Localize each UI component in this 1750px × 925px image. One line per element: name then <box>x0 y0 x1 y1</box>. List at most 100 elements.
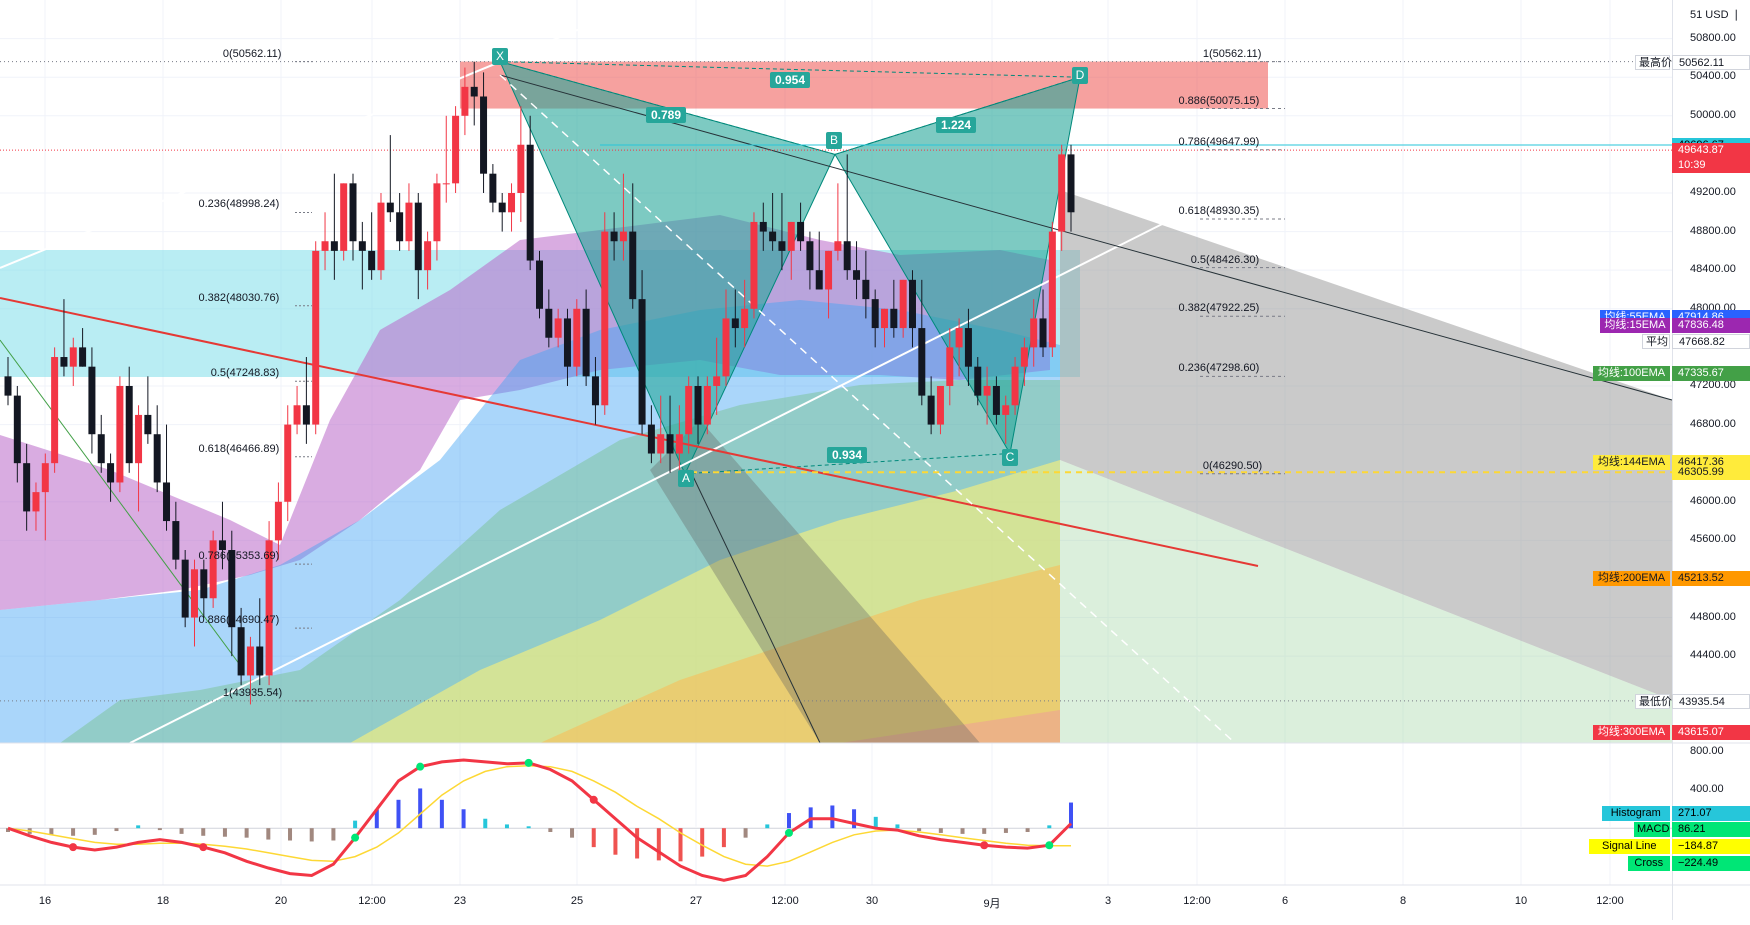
candle-body <box>424 241 432 271</box>
macd-histogram-bar <box>765 824 770 829</box>
cross-marker <box>524 758 533 767</box>
macd-histogram-bar <box>288 828 293 841</box>
macd-histogram-bar <box>786 813 791 829</box>
macd-histogram-bar <box>331 828 336 841</box>
candle-body <box>759 221 767 232</box>
candle-body <box>508 192 516 213</box>
candle-body <box>23 463 31 512</box>
candle-body <box>246 646 254 676</box>
candle-body <box>386 202 394 213</box>
price-tag-value: 47668.82 <box>1672 333 1750 349</box>
fib-left-label: 0.886(44690.47) <box>198 614 280 627</box>
candle-body <box>97 434 105 464</box>
fib-right-label: 0(46290.50) <box>1202 459 1263 472</box>
cross-marker <box>69 843 78 852</box>
pattern-ratio-badge: 0.954 <box>769 72 811 88</box>
macd-histogram-bar <box>222 828 227 837</box>
candle-body <box>284 424 292 502</box>
candle-body <box>340 183 348 251</box>
macd-histogram-bar <box>244 828 249 838</box>
macd-tag-label: Signal Line <box>1588 839 1670 854</box>
macd-histogram-bar <box>439 799 444 829</box>
candle-body <box>13 395 21 464</box>
macd-histogram-bar <box>6 828 10 832</box>
macd-histogram-bar <box>201 828 206 836</box>
candle-body <box>899 279 907 329</box>
macd-histogram-bar <box>1047 825 1052 829</box>
wedge-edge <box>689 469 821 744</box>
candle-body <box>433 183 441 242</box>
candle-body <box>806 241 814 271</box>
y-tick-label: 48800.00 <box>1690 224 1736 237</box>
macd-histogram-bar <box>71 828 76 836</box>
x-tick-label: 12:00 <box>771 895 799 907</box>
candle-body <box>414 202 422 271</box>
x-tick-label: 18 <box>156 895 170 907</box>
pattern-point-d: D <box>1072 67 1088 84</box>
candle-body <box>1030 318 1038 348</box>
candle-body <box>293 405 301 425</box>
candle-body <box>461 86 469 116</box>
candle-body <box>116 385 124 483</box>
candle-body <box>955 328 963 348</box>
candle-body <box>1058 154 1066 232</box>
candle-body <box>787 221 795 251</box>
macd-histogram-bar <box>266 828 271 840</box>
pattern-point-a: A <box>678 470 694 487</box>
macd-histogram-bar <box>917 828 922 832</box>
candle-body <box>237 627 245 676</box>
macd-histogram-bar <box>49 828 54 835</box>
cross-marker <box>784 828 793 837</box>
candle-body <box>871 299 879 329</box>
macd-histogram-bar <box>700 828 705 857</box>
candle-body <box>927 395 935 425</box>
candle-body <box>274 501 282 541</box>
candle-body <box>825 250 833 290</box>
candle-body <box>1039 318 1047 348</box>
macd-histogram-bar <box>721 828 726 848</box>
fib-right-label: 0.382(47922.25) <box>1178 302 1260 315</box>
candle-body <box>638 299 646 425</box>
candle-body <box>1020 347 1028 367</box>
price-tag-label: 最高价 <box>1635 54 1672 70</box>
pattern-xd <box>499 61 1081 78</box>
candle-body <box>554 318 562 338</box>
fib-left-label: 0.382(48030.76) <box>198 291 280 304</box>
candle-body <box>619 231 627 242</box>
candle-body <box>265 540 273 676</box>
y-tick-label: 50000.00 <box>1690 108 1736 121</box>
macd-histogram-bar <box>982 828 987 834</box>
x-tick-label: 12:00 <box>358 895 386 907</box>
fib-left-label: 0(50562.11) <box>222 47 282 60</box>
candle-body <box>601 231 609 406</box>
candle-body <box>489 173 497 203</box>
fib-left-label: 1(43935.54) <box>222 686 283 699</box>
candle-body <box>88 366 96 435</box>
currency-label[interactable]: 51 USD ❘ <box>1690 9 1741 21</box>
macd-tag-label: Cross <box>1627 856 1670 871</box>
macd-histogram-bar <box>504 824 509 829</box>
y-tick-label: 49200.00 <box>1690 185 1736 198</box>
x-tick-label: 16 <box>38 895 52 907</box>
macd-histogram-bar <box>852 809 857 829</box>
candle-body <box>135 414 143 464</box>
candle-body <box>647 424 655 454</box>
macd-histogram-bar <box>179 828 184 834</box>
cross-marker <box>351 833 360 842</box>
candle-body <box>1067 154 1075 213</box>
candle-body <box>582 308 590 377</box>
candle-body <box>349 183 357 242</box>
candle-body <box>545 308 553 338</box>
candle-body <box>713 376 721 386</box>
price-tag-value: 47335.67 <box>1672 365 1750 381</box>
macd-y-tick: 400.00 <box>1690 783 1724 796</box>
y-tick-label: 48400.00 <box>1690 263 1736 276</box>
candle-body <box>498 202 506 213</box>
x-tick-label: 6 <box>1281 895 1289 907</box>
pattern-xb <box>499 61 836 155</box>
y-tick-label: 44400.00 <box>1690 649 1736 662</box>
fib-right-label: 0.618(48930.35) <box>1178 205 1260 218</box>
candle-body <box>1002 405 1010 415</box>
